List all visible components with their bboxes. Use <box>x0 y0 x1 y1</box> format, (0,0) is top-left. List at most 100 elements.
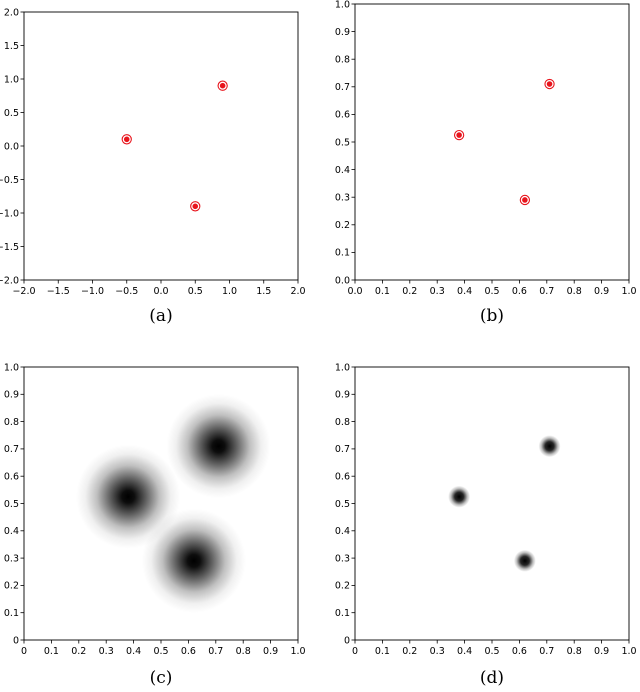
y-tick-label: 0.5 <box>335 499 350 510</box>
x-tick-label: −0.5 <box>115 286 138 297</box>
heat-blob <box>141 508 246 613</box>
y-tick-label: 0.6 <box>4 472 19 483</box>
y-tick-label: 0.3 <box>335 553 350 564</box>
x-tick-label: 0 <box>21 646 27 657</box>
x-tick-label: −1.0 <box>81 286 104 297</box>
plot-frame <box>354 366 630 641</box>
x-tick-label: 2.0 <box>290 286 305 297</box>
y-tick-label: 0.2 <box>335 581 350 592</box>
panel-caption: (a) <box>149 306 172 326</box>
scatter-point <box>121 134 132 145</box>
y-tick-label: 0.7 <box>335 444 350 455</box>
x-tick-label: 0.7 <box>208 646 223 657</box>
y-tick-label: 0.1 <box>4 608 19 619</box>
panel-caption: (d) <box>480 668 504 688</box>
heatmap-area <box>448 435 561 572</box>
y-tick-label: 0.5 <box>4 108 19 119</box>
panel-b: 0.0 0.1 0.2 0.3 0.4 0.5 0.6 0.7 0.8 0.9 1.0 0.0 0.1 0… <box>335 0 637 326</box>
y-tick-label: −0.5 <box>0 175 19 186</box>
y-tick-label: 0.8 <box>4 417 19 428</box>
x-tick-label: 0.8 <box>567 286 582 297</box>
x-tick-label: 0.1 <box>375 286 390 297</box>
y-tick-label: 0.8 <box>335 417 350 428</box>
y-tick-label: 1.5 <box>4 41 19 52</box>
y-tick-label: 0.0 <box>4 141 19 152</box>
heat-blob <box>76 444 181 549</box>
y-tick-label: 1.0 <box>335 0 350 10</box>
heat-blob <box>166 394 271 499</box>
x-tick-label: 0.7 <box>539 646 554 657</box>
y-tick-label: 0.9 <box>335 27 350 38</box>
x-tick-label: 1.0 <box>290 646 305 657</box>
y-tick-label: 0.6 <box>335 110 350 121</box>
y-tick-label: 0.4 <box>335 165 350 176</box>
x-tick-label: 0.4 <box>126 646 141 657</box>
y-tick-label: 2.0 <box>4 7 19 18</box>
x-tick-label: 0.5 <box>153 646 168 657</box>
y-tick-label: 0.9 <box>4 390 19 401</box>
y-tick-label: 0.8 <box>335 55 350 66</box>
x-tick-label: 0.0 <box>153 286 168 297</box>
panel-d: 0 0.1 0.2 0.3 0.4 0.5 0.6 0.7 0.8 0.9 1.0 0 0.1 0.2 0.… <box>335 362 637 688</box>
x-tick-label: 0.6 <box>512 646 527 657</box>
y-tick-label: 0 <box>13 635 19 646</box>
x-tick-label: −2.0 <box>12 286 35 297</box>
y-tick-label: 0.3 <box>4 553 19 564</box>
scatter-point <box>544 78 555 90</box>
y-tick-label: 0.7 <box>4 444 19 455</box>
x-tick-label: 1.5 <box>256 286 271 297</box>
y-tick-label: 0.9 <box>335 390 350 401</box>
panel-a: −2.0−1.5−1.0−0.50.00.51.01.52.0−2.0−1.5−… <box>0 7 306 326</box>
x-tick-label: 0.5 <box>484 286 499 297</box>
y-tick-label: 0.5 <box>4 499 19 510</box>
x-tick-label: 0.9 <box>594 646 609 657</box>
y-tick-label: 0.0 <box>335 275 350 286</box>
heatmap-area <box>76 394 271 613</box>
x-tick-label: 0.2 <box>402 286 417 297</box>
x-tick-label: 0.2 <box>402 646 417 657</box>
x-tick-label: 0.8 <box>236 646 251 657</box>
x-tick-label: −1.5 <box>47 286 70 297</box>
x-tick-label: 0.8 <box>567 646 582 657</box>
x-tick-label: 0.7 <box>539 286 554 297</box>
y-tick-label: 0.4 <box>4 526 19 537</box>
x-tick-label: 0 <box>352 646 358 657</box>
y-tick-label: 0.7 <box>335 82 350 93</box>
x-tick-label: 0.6 <box>181 646 196 657</box>
y-tick-label: 0.2 <box>4 581 19 592</box>
x-tick-label: 0.1 <box>44 646 59 657</box>
x-tick-label: 1.0 <box>621 286 636 297</box>
heat-blob <box>448 485 471 508</box>
y-tick-label: 1.0 <box>335 362 350 373</box>
y-tick-label: 1.0 <box>4 74 19 85</box>
panel-caption: (c) <box>150 668 173 688</box>
x-tick-label: 0.2 <box>71 646 86 657</box>
panel-c: 0 0.1 0.2 0.3 0.4 0.5 0.6 0.7 0.8 0.9 1.0 0 0.1 0.2 0.… <box>4 362 306 688</box>
x-tick-label: 0.3 <box>99 646 114 657</box>
plot-frame <box>354 3 630 281</box>
x-tick-label: 0.9 <box>594 286 609 297</box>
heat-blob <box>513 549 536 572</box>
heat-blob <box>538 435 561 458</box>
y-tick-label: 1.0 <box>4 362 19 373</box>
x-tick-label: 0.3 <box>430 646 445 657</box>
x-tick-label: 1.0 <box>621 646 636 657</box>
y-tick-label: −1.5 <box>0 242 19 253</box>
x-tick-label: 0.4 <box>457 286 472 297</box>
y-tick-label: 0.4 <box>335 526 350 537</box>
x-tick-label: 0.3 <box>430 286 445 297</box>
x-tick-label: 0.1 <box>375 646 390 657</box>
y-tick-label: 0.1 <box>335 608 350 619</box>
x-tick-label: 0.5 <box>188 286 203 297</box>
scatter-point <box>519 194 531 206</box>
x-tick-label: 0.0 <box>347 286 362 297</box>
y-tick-label: 0.1 <box>335 248 350 259</box>
scatter-point <box>217 80 228 91</box>
panel-caption: (b) <box>480 306 504 326</box>
y-tick-label: 0.5 <box>335 137 350 148</box>
y-tick-label: 0.3 <box>335 193 350 204</box>
y-tick-label: 0.2 <box>335 220 350 231</box>
x-tick-label: 0.9 <box>263 646 278 657</box>
scatter-point <box>190 201 201 212</box>
